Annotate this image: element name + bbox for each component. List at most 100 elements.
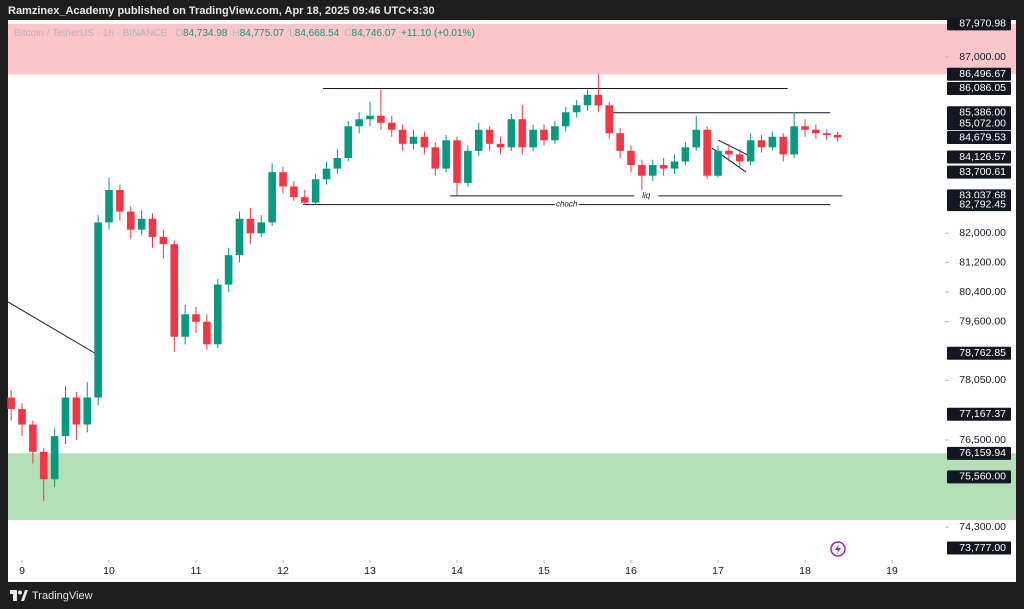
candle-body	[746, 140, 755, 162]
x-tick-label: 12	[277, 565, 289, 577]
legend-key: H	[232, 28, 239, 39]
candle-body	[616, 133, 624, 151]
price-label-box	[947, 106, 1011, 120]
candle-body	[681, 147, 690, 162]
candle-body	[648, 165, 657, 176]
price-label: 82,792.45	[959, 198, 1006, 210]
legend-symbol: Bitcoin / TetherUS · 1h · BINANCE	[14, 28, 168, 39]
price-label: 73,777.00	[959, 542, 1006, 554]
drawing-label-bg	[634, 191, 659, 200]
candle-body	[812, 129, 820, 134]
x-tick-label: 19	[886, 565, 898, 577]
price-label-box	[947, 67, 1011, 81]
x-tick-label: 16	[625, 565, 637, 577]
legend-key: C	[344, 28, 351, 39]
candle-body	[496, 143, 505, 148]
legend-change: +11.10 (+0.01%)	[401, 28, 475, 39]
candle-body	[757, 140, 766, 148]
candle-body	[779, 136, 788, 155]
price-label-box	[947, 150, 1011, 164]
y-tick-label: 79,600.00	[959, 316, 1006, 328]
candle-body	[735, 154, 744, 162]
price-label-box	[947, 346, 1011, 360]
candle-body	[322, 168, 331, 180]
candle-body	[572, 105, 581, 113]
candle-body	[518, 119, 527, 148]
drawing-label: choch	[556, 200, 578, 209]
candle-body	[94, 222, 102, 398]
price-label-box	[947, 81, 1011, 95]
candle-body	[333, 157, 342, 169]
price-label: 85,072.00	[959, 118, 1006, 130]
price-label-box	[947, 446, 1011, 460]
drawing-line	[717, 139, 749, 156]
candle-body	[170, 244, 179, 337]
legend-value: 84,668.54	[295, 28, 340, 39]
candle-body	[725, 150, 733, 155]
x-tick-label: 18	[799, 565, 811, 577]
header-text: Ramzinex_Academy published on TradingVie…	[8, 5, 435, 17]
candle-body	[377, 115, 385, 123]
footer-brand: TradingView	[32, 590, 93, 602]
candle-body	[116, 190, 124, 212]
price-label: 78,762.85	[959, 347, 1006, 359]
candle-body	[192, 314, 200, 322]
x-tick-label: 14	[451, 565, 463, 577]
price-label: 86,086.05	[959, 82, 1006, 94]
candle-body	[246, 218, 255, 234]
y-tick-label: 81,200.00	[959, 256, 1006, 268]
candle-body	[561, 112, 570, 127]
legend-key: L	[289, 28, 295, 39]
candle-body	[768, 136, 777, 148]
price-label-box	[947, 470, 1011, 484]
candle-body	[431, 147, 440, 169]
candle-body	[279, 172, 287, 187]
candle-body	[638, 165, 646, 176]
alert-icon[interactable]	[830, 541, 846, 557]
y-tick-label: 80,400.00	[959, 286, 1006, 298]
legend-value: 84,775.07	[240, 28, 285, 39]
candle-body	[420, 136, 429, 148]
price-label: 85,386.00	[959, 107, 1006, 119]
candle-body	[213, 284, 222, 345]
price-label-box	[947, 541, 1011, 555]
candle-body	[442, 140, 450, 169]
price-label: 77,167.37	[959, 408, 1006, 420]
candle-body	[529, 129, 537, 148]
candle-body	[83, 397, 92, 425]
candle-body	[300, 197, 309, 203]
zone	[8, 453, 1016, 520]
price-label-box	[947, 407, 1011, 421]
price-label-box	[947, 117, 1011, 131]
candle-body	[203, 321, 211, 345]
candle-body	[801, 126, 809, 130]
candle-body	[126, 211, 135, 230]
candle-body	[18, 409, 26, 425]
price-label: 86,496.67	[959, 68, 1006, 80]
price-label-box	[947, 198, 1011, 212]
candle-body	[453, 140, 461, 183]
price-label: 83,700.61	[959, 166, 1006, 178]
drawing-label: liq	[642, 191, 651, 200]
candle-body	[551, 126, 559, 141]
price-label: 84,126.57	[959, 151, 1006, 163]
tradingview-logo	[10, 590, 28, 601]
candle-body	[605, 105, 614, 134]
candle-body	[659, 165, 668, 169]
x-tick-label: 17	[712, 565, 724, 577]
candle-body	[39, 451, 48, 480]
candle-body	[409, 136, 418, 144]
y-tick-label: 74,300.00	[959, 521, 1006, 533]
y-tick-label: 87,000.00	[959, 51, 1006, 63]
candle-body	[29, 424, 37, 452]
candle-body	[105, 190, 113, 223]
candle-body	[822, 133, 831, 136]
candle-body	[540, 129, 548, 141]
zone	[8, 23, 1016, 75]
candle-body	[692, 129, 701, 148]
candle-body	[398, 129, 407, 144]
x-tick-label: 9	[19, 565, 25, 577]
candle-body	[72, 397, 81, 425]
candle-body	[137, 218, 146, 230]
